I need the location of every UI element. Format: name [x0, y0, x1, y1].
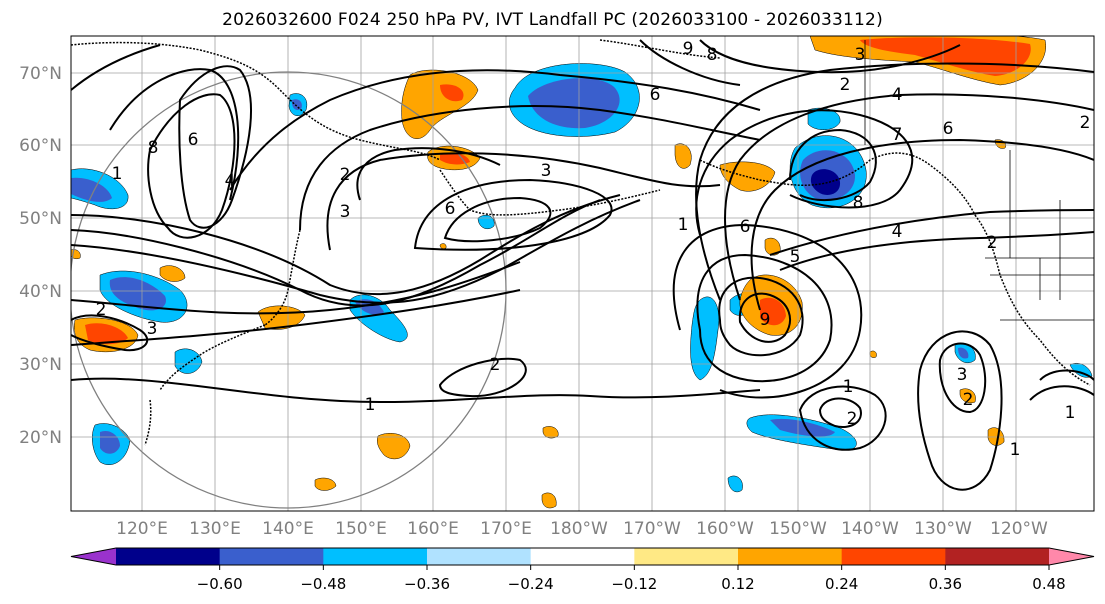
contour-label-1c: 1: [843, 377, 854, 397]
lat-label-50n: 50°N: [19, 209, 62, 229]
contour-label-8b: 8: [148, 138, 159, 158]
contour-label-4c: 4: [892, 85, 903, 105]
lat-label-20n: 20°N: [19, 428, 62, 448]
contour-label-2h: 2: [1080, 113, 1091, 133]
contour-label-2d: 2: [847, 409, 858, 429]
colorbar-segment: [634, 548, 739, 565]
colorbar-segment: [530, 548, 635, 565]
contour-label-8: 8: [707, 45, 718, 65]
colorbar: −0.60 −0.48 −0.36 −0.24 −0.12 0.12 0.24 0.36 0.4…: [70, 547, 1095, 593]
colorbar-tick-label: 0.48: [1032, 575, 1065, 593]
colorbar-segment: [427, 548, 532, 565]
contour-label-1d: 1: [1065, 403, 1076, 423]
contour-label-7: 7: [892, 125, 903, 145]
lon-label-140e: 140°E: [262, 519, 314, 539]
contour-label-2: 2: [840, 75, 851, 95]
coastlines: [71, 39, 1091, 446]
colorbar-extend-high: [1049, 548, 1094, 565]
contour-label-2c: 2: [490, 355, 501, 375]
contour-label-6e: 6: [740, 217, 751, 237]
colorbar-segment: [841, 548, 946, 565]
lat-label-70n: 70°N: [19, 64, 62, 84]
lon-label-160w: 160°W: [696, 519, 754, 539]
range-circle: [71, 71, 507, 509]
contour-labels: 9 8 7 6 5 4 3 2 1 8 6 4 2 3 3 6 6 4 8 6: [96, 39, 1091, 460]
contour-label-3: 3: [855, 45, 866, 65]
contour-label-3d: 3: [957, 365, 968, 385]
land-borders: [864, 40, 1094, 321]
colorbar-tick-label: 0.36: [929, 575, 962, 593]
colorbar-outline: [70, 547, 1095, 566]
contour-label-5: 5: [790, 247, 801, 267]
lat-label-30n: 30°N: [19, 355, 62, 375]
lon-label-160e: 160°E: [407, 519, 459, 539]
colorbar-segment: [945, 548, 1050, 565]
lat-label-60n: 60°N: [19, 136, 62, 156]
map-frame: [70, 35, 1095, 512]
contour-label-6b: 6: [188, 130, 199, 150]
contour-label-6: 6: [943, 119, 954, 139]
longitude-labels: 120°E 130°E 140°E 150°E 160°E 170°E 180°…: [116, 519, 1048, 539]
contour-label-3c: 3: [541, 161, 552, 181]
lon-label-140w: 140°W: [841, 519, 899, 539]
colorbar-tick-label: −0.36: [404, 575, 450, 593]
lon-label-170e: 170°E: [480, 519, 532, 539]
contour-label-8c: 8: [853, 193, 864, 213]
lon-label-130e: 130°E: [189, 519, 241, 539]
contour-label-4: 4: [892, 222, 903, 242]
lon-label-130w: 130°W: [914, 519, 972, 539]
lat-label-40n: 40°N: [19, 282, 62, 302]
lon-label-120e: 120°E: [116, 519, 168, 539]
contour-label-1e: 1: [1010, 440, 1021, 460]
colorbar-extend-low: [71, 548, 116, 565]
lon-label-150w: 150°W: [769, 519, 827, 539]
lon-label-180w: 180°W: [550, 519, 608, 539]
colorbar-segment: [219, 548, 324, 565]
colorbar-segment: [738, 548, 843, 565]
contour-label-3e: 3: [147, 319, 158, 339]
latitude-labels: 70°N 60°N 50°N 40°N 30°N 20°N: [19, 64, 62, 448]
contour-label-4b: 4: [225, 171, 236, 191]
colorbar-tick-label: −0.60: [197, 575, 243, 593]
contour-label-3b: 3: [340, 202, 351, 222]
graticule: [71, 36, 1094, 511]
contour-label-2e: 2: [963, 390, 974, 410]
contour-label-2b: 2: [340, 165, 351, 185]
contour-label-1f: 1: [112, 164, 123, 184]
contour-label-6d: 6: [650, 85, 661, 105]
colorbar-tick-label: −0.24: [508, 575, 554, 593]
lon-label-120w: 120°W: [990, 519, 1048, 539]
colorbar-tick-label: −0.48: [300, 575, 346, 593]
colorbar-tick-label: 0.12: [721, 575, 754, 593]
lon-label-150e: 150°E: [335, 519, 387, 539]
colorbar-tick-label: −0.12: [611, 575, 657, 593]
contour-label-9b: 9: [760, 310, 771, 330]
contour-label-2g: 2: [987, 233, 998, 253]
contour-label-6c: 6: [445, 199, 456, 219]
lon-label-170w: 170°W: [623, 519, 681, 539]
pv-contours: [71, 39, 1094, 491]
contour-label-1b: 1: [678, 215, 689, 235]
figure-title: 2026032600 F024 250 hPa PV, IVT Landfall…: [222, 10, 883, 30]
contour-label-1: 1: [365, 395, 376, 415]
map-panel[interactable]: 9 8 7 6 5 4 3 2 1 8 6 4 2 3 3 6 6 4 8 6: [70, 34, 1095, 512]
colorbar-segment: [116, 548, 221, 565]
contour-label-9: 9: [683, 39, 694, 59]
colorbar-segment: [323, 548, 428, 565]
colorbar-tick-label: 0.24: [825, 575, 858, 593]
contour-label-2f: 2: [96, 300, 107, 320]
